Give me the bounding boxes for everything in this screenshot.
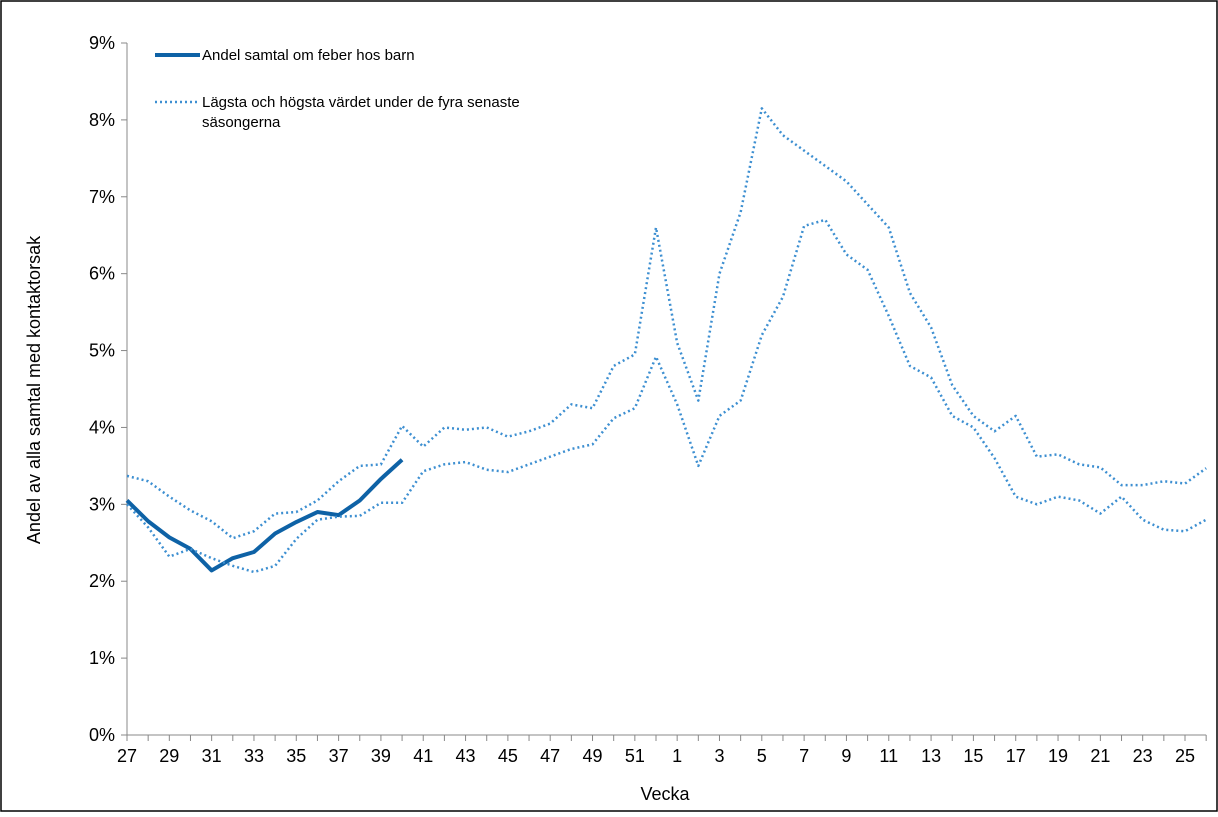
series-line (126, 107, 1207, 540)
x-tick-label: 17 (1006, 746, 1026, 766)
y-tick-label: 3% (89, 494, 115, 514)
x-tick-label: 15 (963, 746, 983, 766)
x-tick-label: 47 (540, 746, 560, 766)
x-tick-label: 45 (498, 746, 518, 766)
legend-label-line: Lägsta och högsta värdet under de fyra s… (202, 94, 520, 111)
y-tick-label: 6% (89, 264, 115, 284)
x-tick-label: 27 (117, 746, 137, 766)
x-tick-label: 13 (921, 746, 941, 766)
series-line (125, 458, 404, 573)
y-tick-label: 7% (89, 187, 115, 207)
legend-label: Andel samtal om feber hos barn (202, 47, 415, 64)
x-tick-label: 33 (244, 746, 264, 766)
x-tick-label: 1 (672, 746, 682, 766)
x-tick-label: 3 (714, 746, 724, 766)
x-tick-label: 35 (286, 746, 306, 766)
x-tick-label: 31 (202, 746, 222, 766)
y-tick-label: 1% (89, 648, 115, 668)
x-tick-label: 23 (1133, 746, 1153, 766)
x-axis-label: Vecka (640, 784, 690, 804)
x-tick-label: 7 (799, 746, 809, 766)
y-tick-label: 0% (89, 725, 115, 745)
x-tick-label: 25 (1175, 746, 1195, 766)
x-tick-label: 43 (456, 746, 476, 766)
y-axis-label: Andel av alla samtal med kontaktorsak (24, 235, 44, 544)
y-tick-label: 9% (89, 33, 115, 53)
y-tick-label: 4% (89, 417, 115, 437)
x-tick-label: 39 (371, 746, 391, 766)
x-tick-label: 21 (1090, 746, 1110, 766)
x-tick-label: 19 (1048, 746, 1068, 766)
x-tick-label: 49 (583, 746, 603, 766)
legend-label-line: säsongerna (202, 114, 281, 131)
series-line (126, 218, 1207, 574)
x-tick-label: 51 (625, 746, 645, 766)
x-tick-label: 11 (879, 746, 898, 766)
x-tick-label: 29 (159, 746, 179, 766)
x-tick-label: 37 (329, 746, 349, 766)
x-tick-label: 41 (413, 746, 433, 766)
legend-label: Lägsta och högsta värdet under de fyra s… (202, 94, 520, 131)
y-tick-label: 8% (89, 110, 115, 130)
x-tick-label: 5 (757, 746, 767, 766)
y-tick-label: 2% (89, 571, 115, 591)
x-tick-label: 9 (841, 746, 851, 766)
y-tick-label: 5% (89, 341, 115, 361)
